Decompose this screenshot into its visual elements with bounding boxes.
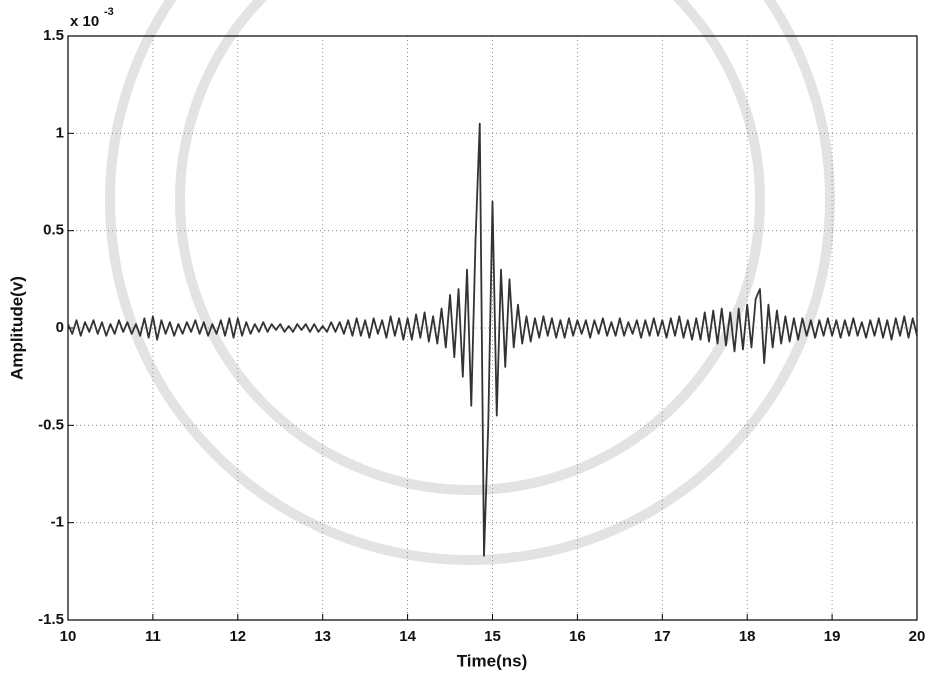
y-multiplier-exponent: -3 — [104, 6, 114, 18]
y-tick-label: 0 — [56, 319, 64, 336]
x-tick-label: 11 — [145, 628, 161, 645]
y-multiplier: x 10 — [70, 13, 99, 30]
y-tick-label: -1 — [51, 514, 64, 531]
x-tick-label: 10 — [60, 628, 77, 645]
y-axis-label: Amplitude(v) — [7, 276, 26, 380]
x-tick-label: 18 — [739, 628, 756, 645]
x-tick-label: 20 — [909, 628, 926, 645]
watermark — [105, 0, 835, 565]
y-tick-label: -0.5 — [38, 416, 64, 433]
y-tick-label: 1.5 — [43, 27, 64, 44]
x-tick-label: 13 — [314, 628, 331, 645]
x-tick-label: 15 — [484, 628, 501, 645]
x-tick-label: 17 — [654, 628, 671, 645]
x-axis-label: Time(ns) — [457, 651, 528, 670]
x-tick-label: 19 — [824, 628, 841, 645]
y-tick-label: 0.5 — [43, 222, 64, 239]
signal-line — [67, 122, 918, 557]
y-tick-label: -1.5 — [38, 611, 64, 628]
x-tick-label: 16 — [569, 628, 586, 645]
x-tick-label: 14 — [399, 628, 416, 645]
x-tick-label: 12 — [229, 628, 246, 645]
y-tick-label: 1 — [56, 124, 64, 141]
plot-frame — [67, 35, 918, 621]
